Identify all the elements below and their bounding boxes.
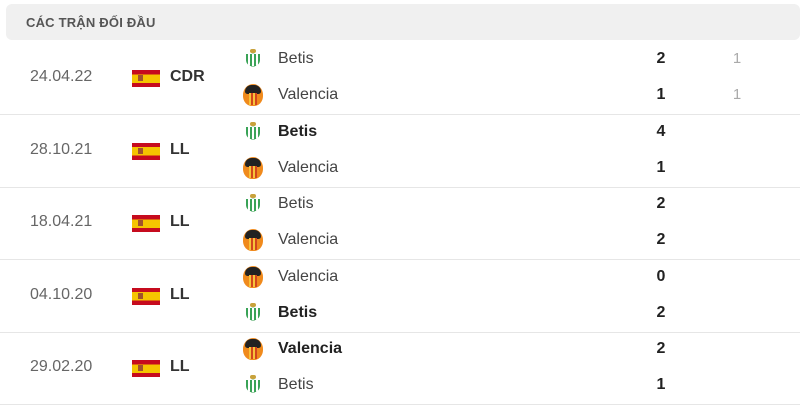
spain-flag-icon bbox=[132, 215, 160, 232]
valencia-crest-icon bbox=[243, 84, 263, 106]
team-away: Valencia 2 bbox=[243, 228, 665, 252]
valencia-crest-icon bbox=[243, 156, 263, 179]
competition: LL bbox=[170, 213, 190, 230]
betis-crest-icon bbox=[243, 301, 263, 324]
competition: LL bbox=[170, 358, 190, 375]
section-title: CÁC TRẬN ĐỐI ĐẦU bbox=[26, 15, 156, 30]
team-name: Valencia bbox=[278, 158, 339, 176]
competition: LL bbox=[170, 285, 190, 303]
team-away: Betis 2 bbox=[243, 301, 665, 325]
valencia-crest-icon bbox=[243, 338, 263, 360]
match-row[interactable]: 18.04.21 LL Betis 2 Valencia 2 bbox=[0, 187, 800, 260]
betis-crest-icon bbox=[243, 48, 263, 70]
competition: LL bbox=[170, 140, 190, 158]
competition: CDR bbox=[170, 68, 205, 85]
team-home: Valencia 0 bbox=[243, 265, 665, 289]
match-date: 04.10.20 bbox=[30, 285, 93, 303]
team-score: 2 bbox=[656, 340, 666, 357]
team-name: Valencia bbox=[278, 86, 339, 103]
team-home: Betis 4 bbox=[243, 120, 665, 144]
team-name: Betis bbox=[278, 195, 314, 212]
betis-crest-icon bbox=[243, 120, 263, 143]
team-home: Betis 2 1 bbox=[243, 47, 741, 71]
team-score: 2 bbox=[656, 303, 666, 321]
team-name: Betis bbox=[278, 376, 314, 393]
team-home: Valencia 2 bbox=[243, 337, 665, 361]
spain-flag-icon bbox=[132, 70, 160, 87]
spain-flag-icon bbox=[132, 142, 160, 160]
team-score: 2 bbox=[656, 195, 666, 212]
team-name: Betis bbox=[278, 50, 314, 67]
team-score: 4 bbox=[656, 122, 666, 140]
betis-crest-icon bbox=[243, 374, 263, 396]
team-score: 2 bbox=[656, 50, 666, 67]
match-row[interactable]: 28.10.21 LL Betis 4 Valencia 1 bbox=[0, 115, 800, 188]
team-home: Betis 2 bbox=[243, 192, 665, 216]
extra-score: 1 bbox=[732, 50, 742, 67]
match-row[interactable]: 04.10.20 LL Valencia 0 Betis 2 bbox=[0, 260, 800, 333]
match-row[interactable]: 29.02.20 LL Valencia 2 Betis 1 bbox=[0, 332, 800, 405]
team-away: Valencia 1 1 bbox=[243, 83, 741, 107]
valencia-crest-icon bbox=[243, 265, 263, 288]
match-date: 28.10.21 bbox=[30, 140, 93, 158]
spain-flag-icon bbox=[132, 287, 160, 305]
team-score: 1 bbox=[656, 158, 666, 176]
match-row[interactable]: 24.04.22 CDR Betis 2 1 Valencia 1 1 bbox=[0, 42, 800, 115]
team-name: Valencia bbox=[278, 267, 339, 285]
team-name: Valencia bbox=[278, 231, 339, 248]
match-date: 18.04.21 bbox=[30, 213, 93, 230]
spain-flag-icon bbox=[132, 360, 160, 377]
team-score: 1 bbox=[656, 376, 666, 393]
team-name: Betis bbox=[278, 303, 318, 321]
team-away: Valencia 1 bbox=[243, 156, 665, 180]
team-name: Valencia bbox=[278, 340, 343, 357]
extra-score: 1 bbox=[732, 86, 742, 103]
section-header: CÁC TRẬN ĐỐI ĐẦU bbox=[6, 4, 800, 40]
valencia-crest-icon bbox=[243, 229, 263, 251]
match-date: 29.02.20 bbox=[30, 358, 93, 375]
betis-crest-icon bbox=[243, 193, 263, 215]
team-score: 2 bbox=[656, 231, 666, 248]
team-name: Betis bbox=[278, 122, 318, 140]
team-score: 1 bbox=[656, 86, 666, 103]
team-away: Betis 1 bbox=[243, 373, 665, 397]
team-score: 0 bbox=[656, 267, 666, 285]
match-date: 24.04.22 bbox=[30, 68, 93, 85]
